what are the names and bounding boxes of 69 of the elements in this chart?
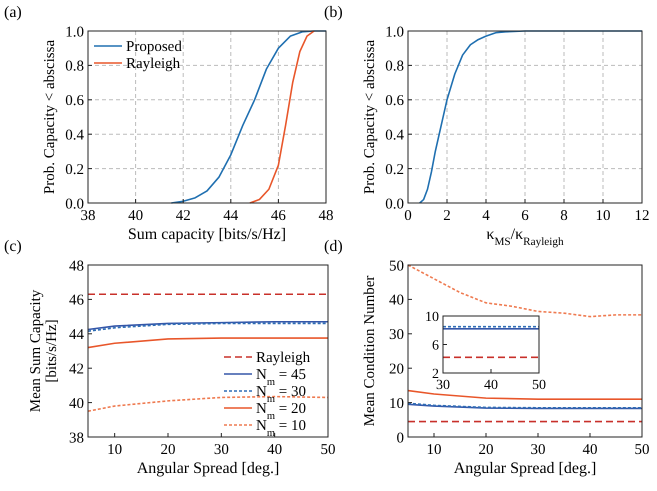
y-tick-label: 0.2 [385,162,404,178]
text: (c) [4,238,22,255]
y-tick-label: 2 [432,366,439,382]
x-tick-label: 50 [320,442,336,458]
y-tick-label: 1.0 [65,24,84,40]
y-tick-label: 0.4 [385,127,404,144]
x-axis-title: Sum capacity [bits/s/Hz] [128,226,286,243]
x-tick-label: 46 [270,208,286,224]
x-axis-title: κ$_{MS}$/κ$_{Rayleigh}$ [486,226,564,248]
legend-label: Rayleigh [256,350,311,366]
y-tick-label: 42 [69,361,84,378]
y-tick-label: 0.6 [65,93,84,110]
x-tick-label: 4 [482,208,490,224]
x-tick-label: 20 [478,442,494,458]
line-series [87,396,329,412]
text: (a) [4,4,22,21]
line-series [418,30,643,204]
y-tick-label: 30 [389,327,404,344]
x-tick-label: 12 [634,208,650,224]
legend-label: Rayleigh [126,56,181,72]
y-tick-label: 0.0 [385,196,404,212]
x-tick-label: 40 [267,442,282,458]
y-tick-label: 20 [389,361,404,378]
x-tick-label: 10 [107,442,122,458]
x-tick-label: 50 [634,442,650,458]
y-tick-label: 38 [69,430,84,446]
x-tick-label: 40 [128,208,144,224]
x-tick-label: 30 [530,442,546,458]
x-axis-title: Angular Spread [deg.] [136,460,280,477]
y-tick-label: 0.8 [65,58,84,75]
y-tick-label: 0.8 [385,58,404,75]
y-axis-title: Prob. Capacity < abscissa [362,40,378,194]
x-tick-label: 40 [582,442,598,458]
x-tick-label: 20 [160,442,176,458]
text: (b) [324,4,343,21]
y-tick-label: 46 [69,292,84,309]
x-tick-label: 2 [443,208,451,224]
x-tick-label: 38 [80,208,96,224]
y-tick-label: 0.4 [65,127,84,144]
x-tick-label: 42 [176,208,191,224]
x-tick-label: 10 [596,208,610,224]
y-axis-title: Mean Condition Number [362,276,378,426]
y-tick-label: 40 [69,396,84,412]
x-tick-label: 44 [223,208,239,224]
y-tick-label: 0.6 [385,93,404,110]
x-tick-label: 30 [214,442,229,458]
x-tick-label: 8 [560,208,568,224]
y-tick-label: 40 [389,292,404,309]
x-tick-label: 6 [521,208,530,224]
y-tick-label: 48 [69,258,84,274]
y-tick-label: 44 [69,327,84,344]
line-series [249,30,315,204]
y-tick-label: 0.2 [65,162,84,178]
text: (d) [324,238,343,255]
y-tick-label: 0 [396,430,404,446]
line-series [87,337,329,348]
line-series [407,390,643,400]
x-tick-label: 40 [484,378,498,393]
legend-label: Proposed [126,39,182,55]
y-axis-title: Mean Sum Capacity [bits/s/Hz] [28,289,60,412]
x-axis-title: Angular Spread [deg.] [454,460,596,477]
x-tick-label: 50 [532,378,546,393]
y-tick-label: 10 [389,396,404,412]
y-axis-title: Prob. Capacity < abscissa [42,40,58,194]
y-tick-label: 6 [432,338,439,354]
y-tick-label: 50 [389,258,404,274]
y-tick-label: 1.0 [385,24,404,40]
x-tick-label: 48 [318,208,334,224]
y-tick-label: 10 [425,310,439,325]
